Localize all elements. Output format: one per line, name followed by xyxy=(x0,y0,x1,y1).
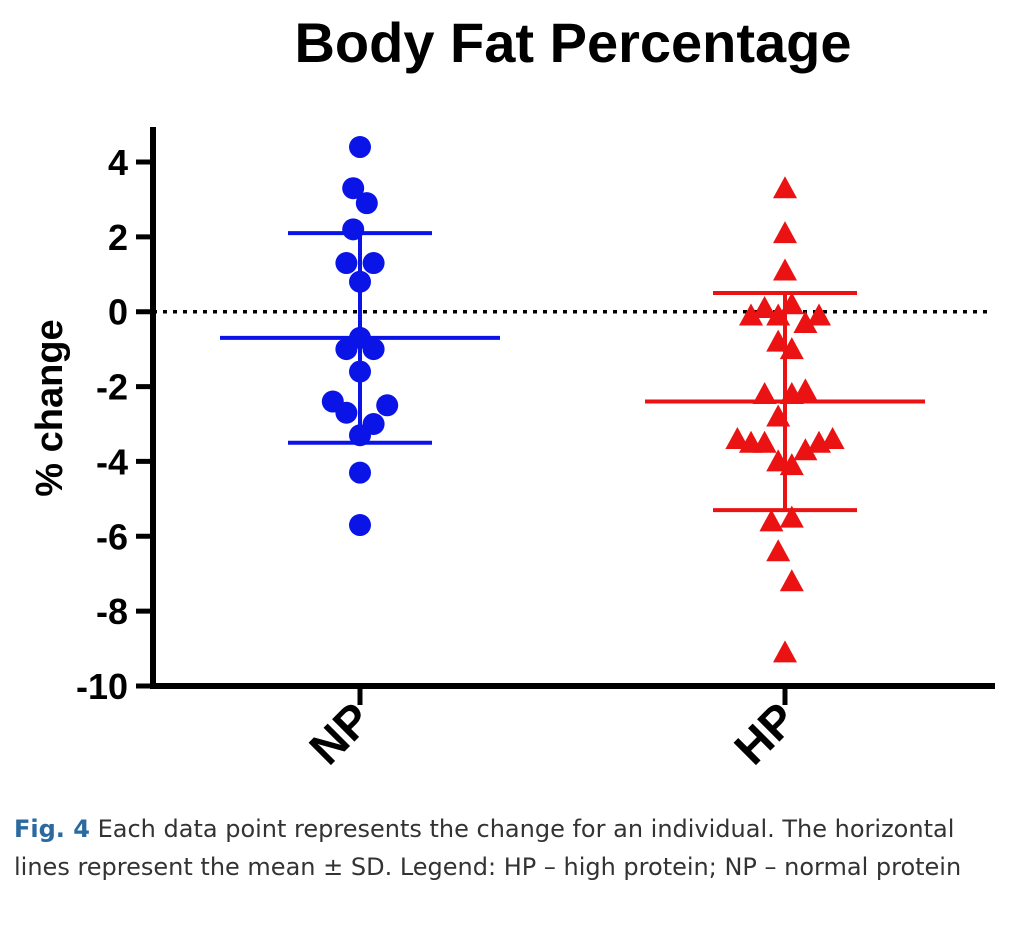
data-point-hp xyxy=(773,176,797,199)
x-axis-ticks: NP HP xyxy=(299,686,806,774)
data-point-hp xyxy=(773,258,797,281)
data-point-hp xyxy=(773,640,797,663)
data-point-hp xyxy=(779,505,804,528)
data-point-hp xyxy=(752,295,777,318)
data-point-np xyxy=(362,252,385,275)
data-point-hp xyxy=(793,378,818,401)
data-point-hp xyxy=(773,221,797,244)
data-point-hp xyxy=(779,569,804,592)
data-point-hp xyxy=(752,382,777,405)
data-point-np xyxy=(349,461,371,484)
chart-title: Body Fat Percentage xyxy=(294,11,852,74)
y-tick-label: -8 xyxy=(96,591,128,632)
data-point-hp xyxy=(793,310,818,333)
data-point-hp xyxy=(807,303,831,326)
x-tick-label: HP xyxy=(724,692,806,774)
y-tick-label: 2 xyxy=(108,217,128,258)
y-tick-label: -6 xyxy=(96,516,128,557)
y-tick-label: -10 xyxy=(76,666,128,707)
y-axis-label: % change xyxy=(29,319,71,496)
data-point-hp xyxy=(739,303,763,326)
data-series xyxy=(220,136,925,663)
y-axis-ticks: 4 2 0 -2 -4 -6 -8 -10 xyxy=(76,142,153,707)
data-point-hp xyxy=(766,539,791,562)
caption-label: Fig. 4 xyxy=(14,815,90,843)
y-tick-label: -4 xyxy=(96,441,128,482)
data-point-np xyxy=(335,252,358,275)
data-point-np xyxy=(335,401,358,424)
data-point-np xyxy=(349,514,371,537)
x-tick-label: NP xyxy=(299,692,381,774)
data-point-np xyxy=(342,177,365,200)
figure-caption: Fig. 4 Each data point represents the ch… xyxy=(14,810,1014,886)
y-tick-label: -2 xyxy=(96,367,128,408)
y-tick-label: 0 xyxy=(108,292,128,333)
y-tick-label: 4 xyxy=(108,142,128,183)
data-point-np xyxy=(349,136,371,159)
data-point-hp xyxy=(725,426,750,449)
data-point-hp xyxy=(759,509,784,532)
data-point-hp xyxy=(820,426,845,449)
data-point-np xyxy=(355,192,378,215)
data-point-hp xyxy=(752,430,777,453)
data-point-np xyxy=(362,338,385,361)
data-point-hp xyxy=(793,438,818,461)
caption-text: Each data point represents the change fo… xyxy=(14,815,962,881)
data-point-np xyxy=(376,394,399,417)
